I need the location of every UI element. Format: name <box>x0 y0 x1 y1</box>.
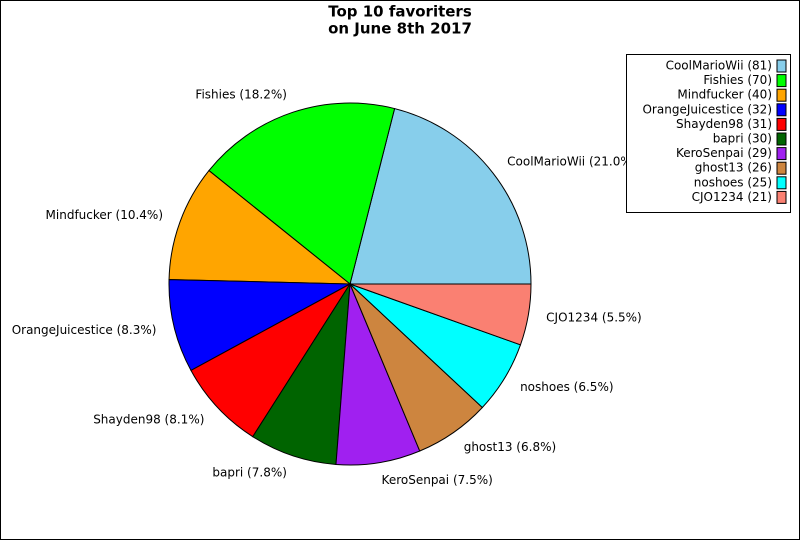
legend-label: bapri (30) <box>713 132 772 146</box>
pie-slice <box>349 283 532 346</box>
legend-swatch <box>776 132 787 146</box>
slice-label: CoolMarioWii (21.0%) <box>507 154 636 168</box>
legend-label: Shayden98 (31) <box>676 117 772 131</box>
slice-label: Fishies (18.2%) <box>195 88 287 102</box>
slice-label: CJO1234 (5.5%) <box>546 310 642 324</box>
legend-box <box>626 54 791 213</box>
legend-label: OrangeJuicestice (32) <box>642 102 772 116</box>
slice-label: bapri (7.8%) <box>212 465 287 479</box>
legend-swatch <box>776 117 787 131</box>
legend-swatch <box>776 176 787 190</box>
slice-label: Mindfucker (10.4%) <box>46 208 163 222</box>
legend-swatch <box>776 59 787 73</box>
legend-label: Mindfucker (40) <box>677 88 772 102</box>
legend-swatch <box>776 103 787 117</box>
legend-label: ghost13 (26) <box>695 161 772 175</box>
pie-slice <box>168 169 352 285</box>
legend-swatch <box>776 74 787 88</box>
slice-label: Shayden98 (8.1%) <box>93 412 204 426</box>
legend-swatch <box>776 88 787 102</box>
legend-label: noshoes (25) <box>694 175 772 189</box>
legend-swatch <box>776 190 787 204</box>
legend-label: CoolMarioWii (81) <box>666 59 772 73</box>
slice-label: KeroSenpai (7.5%) <box>382 473 493 487</box>
pie-slice <box>208 102 396 285</box>
chart-title: Top 10 favoriters <box>328 3 472 21</box>
pie-slice <box>190 282 352 438</box>
slice-label: ghost13 (6.8%) <box>464 440 556 454</box>
chart-title: on June 8th 2017 <box>328 20 472 38</box>
pie-slice <box>349 107 532 285</box>
legend-label: CJO1234 (21) <box>692 190 772 204</box>
legend-swatch <box>776 147 787 161</box>
slice-label: noshoes (6.5%) <box>520 380 613 394</box>
legend-label: KeroSenpai (29) <box>676 146 772 160</box>
slice-label: OrangeJuicestice (8.3%) <box>12 323 157 337</box>
pie-slice <box>168 279 352 372</box>
legend-swatch <box>776 161 787 175</box>
legend-label: Fishies (70) <box>703 73 772 87</box>
